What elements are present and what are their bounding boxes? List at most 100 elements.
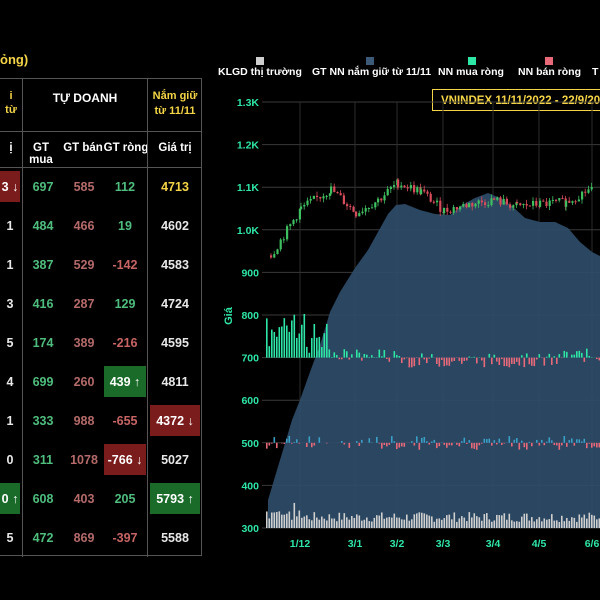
candle-up [590, 187, 593, 190]
net-sell-bar [448, 357, 451, 366]
secondary-flow-bar [516, 438, 518, 443]
net-buy-bar [336, 354, 338, 358]
candle-up [367, 207, 370, 209]
volume-bar [343, 513, 346, 528]
holding-value-cell: 4372 ↓ [150, 405, 200, 436]
net-buy-bar [546, 356, 548, 358]
table-title-fragment: ỏng) [0, 52, 29, 67]
volume-bar [566, 517, 568, 528]
table-row: 1 387 529 -142 4583 [0, 245, 201, 284]
candle-down [538, 205, 541, 207]
secondary-flow-bar [478, 442, 481, 446]
secondary-flow-bar [286, 438, 288, 443]
holding-value-cell: 4595 [161, 335, 189, 350]
net-buy-bar [356, 349, 358, 358]
volume-bar [513, 521, 516, 528]
secondary-flow-bar [306, 442, 308, 447]
secondary-flow-bar [411, 441, 413, 443]
secondary-flow-bar [491, 442, 493, 446]
holding-header: Nắm giữ từ 11/11 [152, 90, 198, 117]
net-sell-bar [461, 357, 463, 364]
volume-bar [483, 514, 486, 528]
secondary-flow-bar [423, 437, 426, 443]
volume-bar [433, 521, 436, 528]
net-sell-bar [341, 357, 343, 360]
volume-bar [583, 514, 586, 528]
candle-up [571, 201, 574, 203]
volume-bar [593, 515, 596, 528]
secondary-flow-bar [291, 442, 293, 444]
volume-bar [333, 518, 336, 528]
candle-up [361, 211, 364, 214]
holding-value-cell: 5027 [161, 452, 189, 467]
candle-down [535, 200, 538, 206]
volume-bar [331, 518, 333, 528]
volume-bar [516, 521, 518, 528]
secondary-flow-bar [401, 442, 403, 447]
table-row: 3 416 287 129 4724 [0, 284, 201, 323]
net-sell-bar [338, 357, 341, 360]
volume-bar [313, 512, 316, 528]
secondary-flow-bar [418, 442, 421, 450]
secondary-flow-bar [551, 440, 553, 443]
volume-bar [328, 514, 331, 528]
net-buy-bar [351, 354, 353, 358]
buy-value-cell: 333 [32, 413, 54, 428]
candle-down [519, 203, 522, 206]
net-sell-bar [543, 357, 546, 366]
volume-bar [503, 513, 506, 528]
net-buy-bar [303, 313, 306, 358]
candle-down [426, 191, 429, 194]
candle-down [505, 198, 508, 205]
candle-up [539, 200, 542, 207]
secondary-flow-bar [578, 439, 581, 443]
net-sell-bar [458, 357, 461, 361]
net-sell-bar [531, 357, 533, 366]
volume-bar [573, 517, 576, 528]
volume-bar [501, 515, 503, 528]
volume-bar [453, 512, 456, 528]
volume-bar [351, 515, 353, 528]
net-buy-bar [378, 349, 381, 358]
net-buy-bar [306, 346, 308, 358]
sell-value-cell: 466 [73, 218, 95, 233]
volume-bar [548, 519, 551, 528]
net-buy-bar [521, 355, 523, 358]
net-buy-bar [288, 331, 291, 358]
volume-bar [523, 513, 526, 528]
column-divider [22, 79, 23, 557]
volume-bar [586, 518, 588, 528]
net-buy-bar [566, 351, 568, 358]
volume-bar [388, 517, 391, 528]
candle-up [443, 207, 446, 214]
secondary-flow-bar [368, 438, 371, 443]
legend-truncated: T [592, 66, 599, 78]
net-sell-bar [388, 357, 391, 362]
net-sell-bar [501, 357, 503, 360]
buy-value-cell: 174 [32, 335, 54, 350]
legend-foreign-net-sell: NN bán ròng [518, 66, 581, 78]
candle-down [419, 187, 422, 195]
net-sell-bar [596, 357, 598, 360]
volume-bar [281, 514, 283, 528]
volume-bar [373, 517, 376, 528]
sell-value-cell: 988 [73, 413, 95, 428]
net-buy-bar [271, 329, 273, 358]
sell-value-cell: 260 [73, 374, 95, 389]
net-buy-bar [281, 326, 283, 358]
volume-bar [303, 516, 306, 528]
secondary-flow-bar [381, 442, 383, 449]
buy-value-cell: 484 [32, 218, 54, 233]
secondary-flow-bar [358, 442, 361, 446]
volume-bar [338, 512, 341, 528]
net-sell-bar [423, 357, 426, 360]
net-buy-bar [286, 325, 288, 358]
candle-down [355, 211, 358, 217]
secondary-flow-bar [426, 441, 428, 443]
candle-up [532, 200, 535, 206]
volume-bar [496, 514, 498, 528]
y-tick-label: 1.2K [237, 140, 260, 152]
secondary-flow-bar [396, 442, 398, 450]
secondary-flow-bar [386, 442, 388, 447]
candle-down [449, 211, 452, 213]
